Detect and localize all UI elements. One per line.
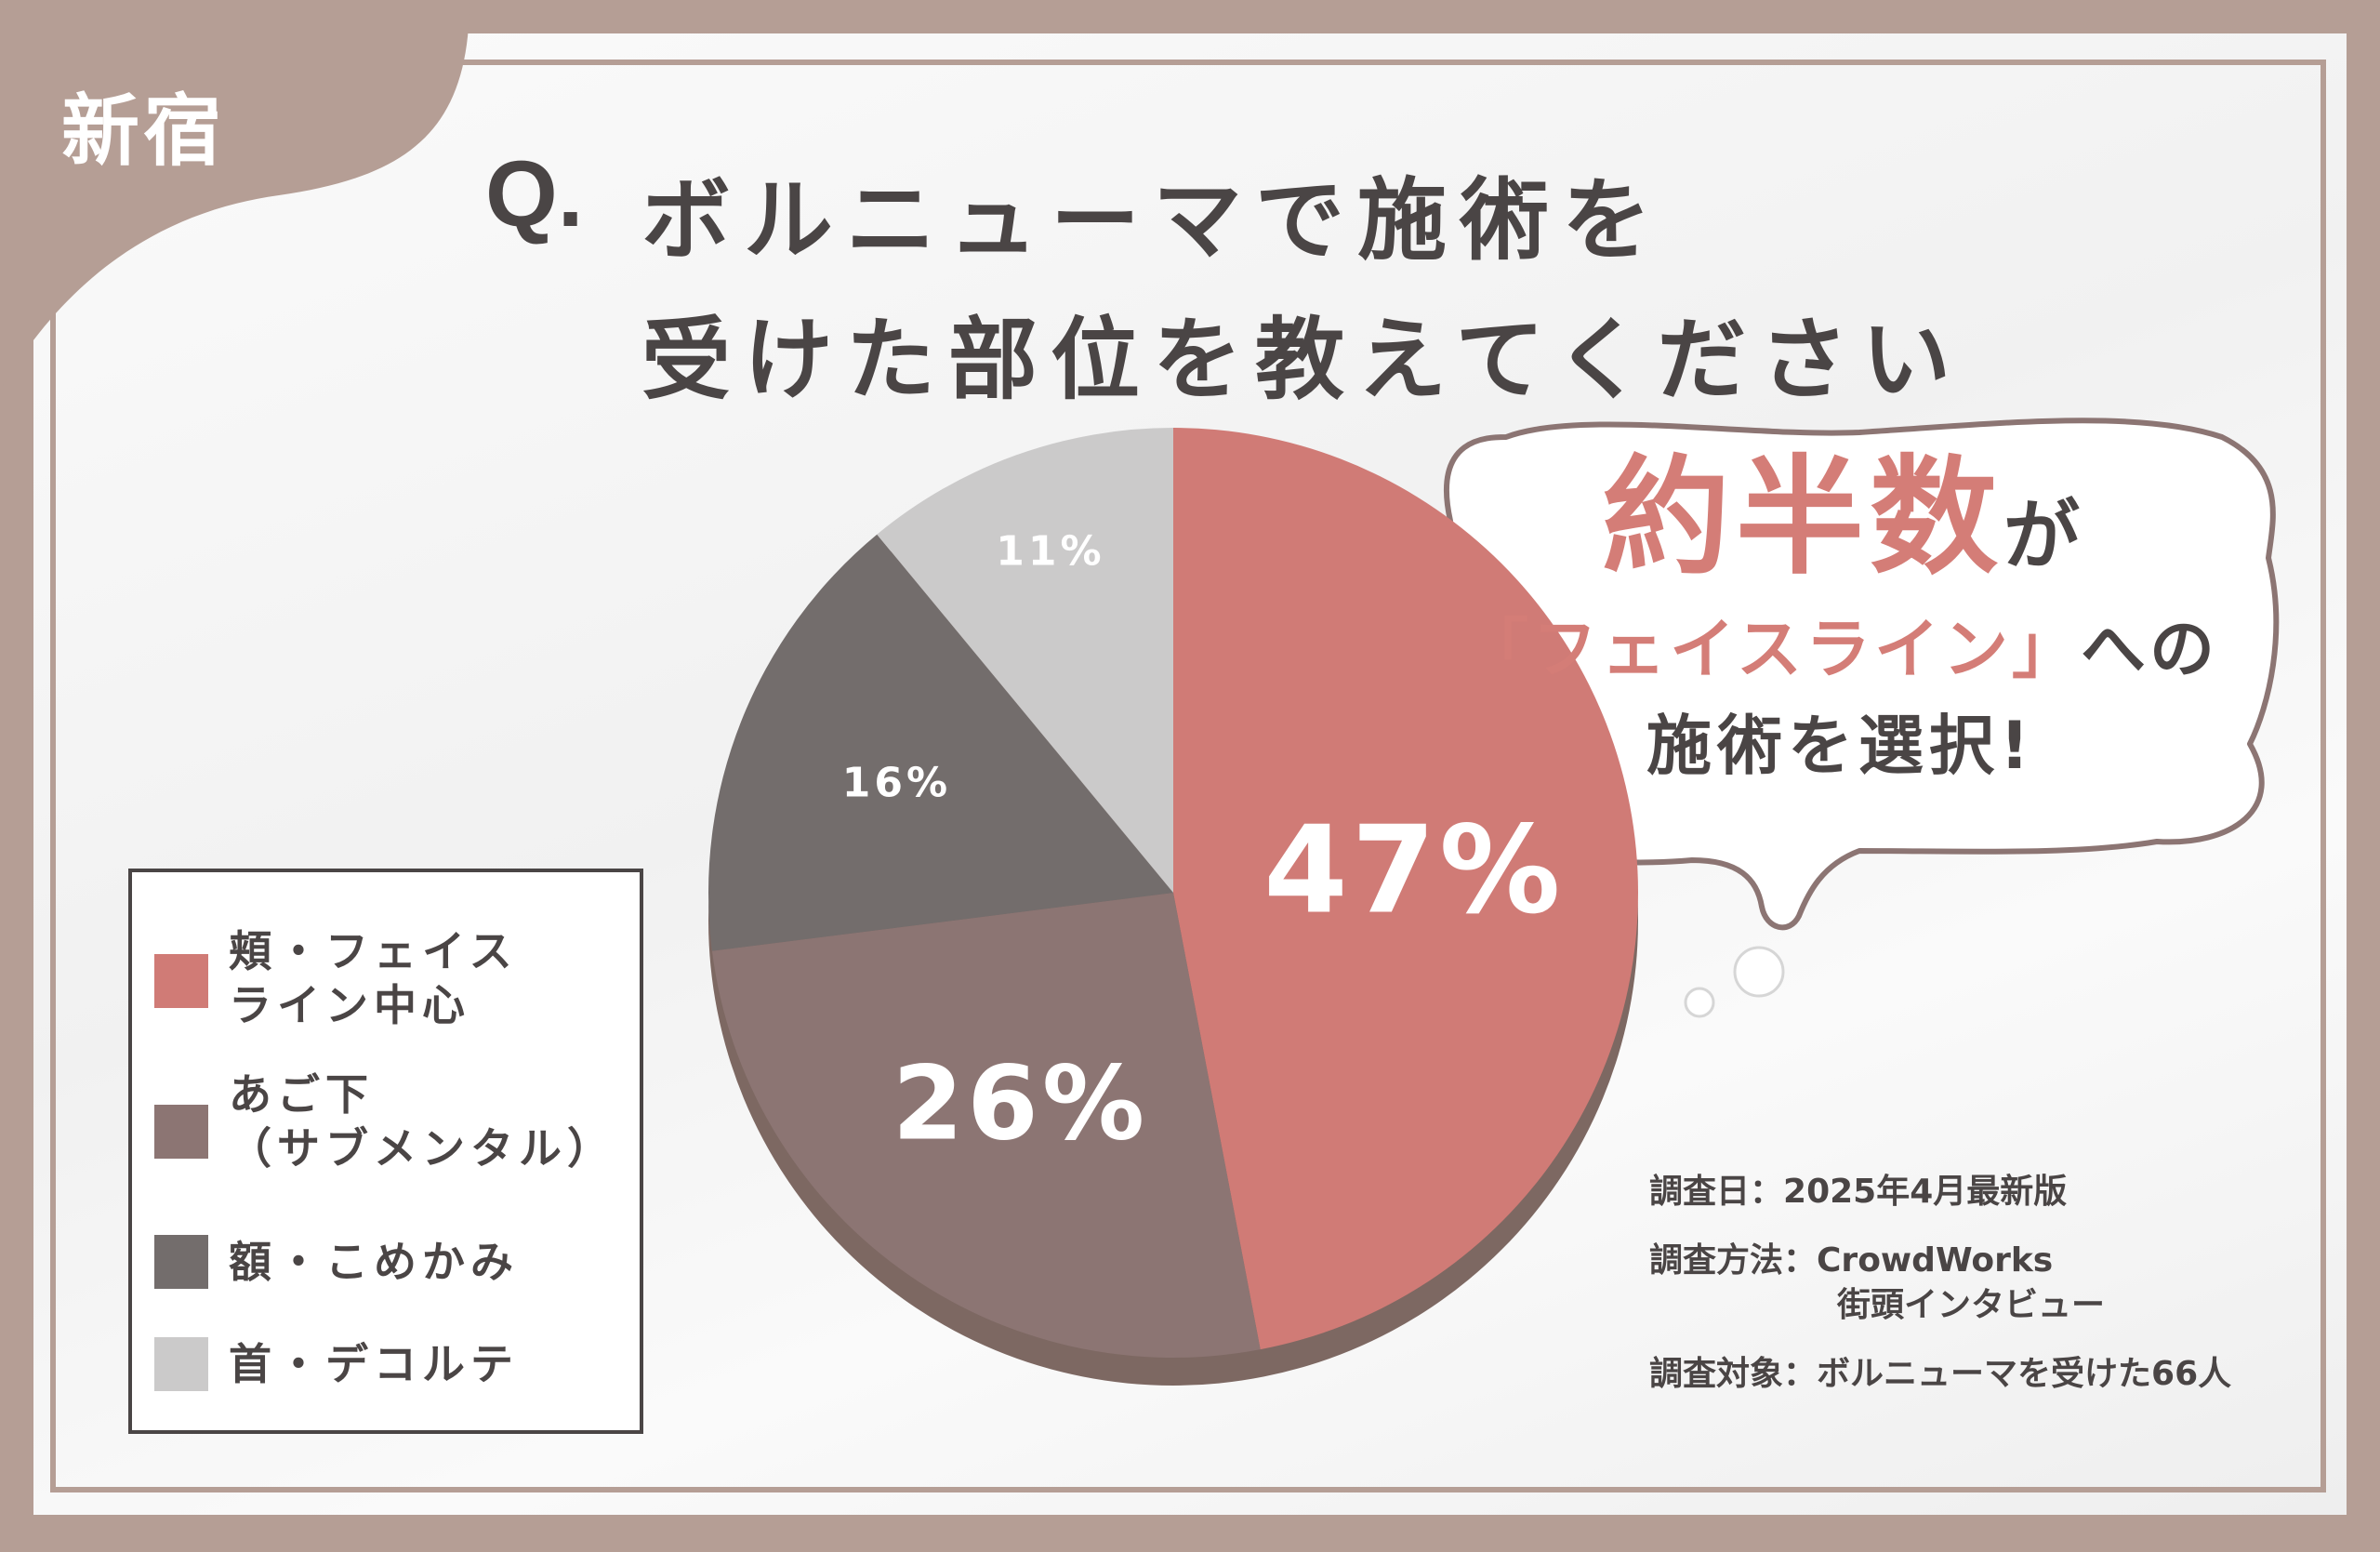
survey-date-value: 2025年4月最新版	[1783, 1173, 2068, 1211]
callout-line2-after: への	[2080, 611, 2218, 687]
callout-line2-highlight: 「フェイスライン」	[1463, 611, 2081, 687]
callout-line3: 施術を選択!	[1646, 708, 2035, 784]
survey-target: 調査対象：ボルニューマを受けた66人	[1649, 1352, 2300, 1397]
question-title: ボルニューマで施術を 受けた部位を教えてください	[641, 151, 2175, 430]
legend-label-cheek-line2: ライン中心	[229, 980, 470, 1030]
bubble-dot-small	[1684, 987, 1715, 1018]
pie-label-submental: 26%	[892, 1044, 1148, 1163]
question-line2: 受けた部位を教えてください	[641, 308, 1964, 412]
pie-label-neck: 11%	[996, 528, 1104, 576]
corner-tab	[0, 0, 469, 391]
legend-swatch-neck	[154, 1337, 208, 1391]
location-tag: 新宿	[61, 86, 226, 177]
pie-slice-cheek	[1173, 428, 1639, 1350]
legend-swatch-forehead	[154, 1235, 208, 1289]
pie-label-cheek: 47%	[1263, 800, 1564, 941]
survey-date: 調査日：2025年4月最新版	[1649, 1170, 2300, 1214]
legend-label-forehead: 額・こめかみ	[229, 1237, 519, 1287]
legend-label-submental: あご下 （サブメンタル）	[229, 1068, 638, 1175]
callout-text: 約半数が 「フェイスライン」への 施術を選択!	[1422, 454, 2259, 794]
question-mark: Q.	[485, 142, 584, 246]
survey-target-value: ボルニューマを受けた66人	[1817, 1355, 2232, 1393]
pie-slice-forehead	[708, 534, 1173, 951]
bubble-dot-large	[1733, 946, 1785, 998]
callout-line2: 「フェイスライン」への	[1422, 601, 2259, 697]
inner-frame	[50, 60, 2326, 1492]
survey-date-label: 調査日：	[1649, 1173, 1784, 1211]
callout-after-highlight: が	[2003, 492, 2081, 580]
legend-label-cheek: 頬・フェイス ライン中心	[229, 924, 638, 1032]
legend-label-neck: 首・デコルテ	[229, 1339, 519, 1389]
legend-label-cheek-line1: 頬・フェイス	[229, 926, 518, 976]
survey-target-label: 調査対象：	[1649, 1355, 1818, 1393]
pie-slice-neck	[877, 428, 1173, 893]
survey-info: 調査日：2025年4月最新版 調査方法：CrowdWorks 街頭インタビュー 調…	[1649, 1170, 2300, 1421]
callout-line1: 約半数が	[1422, 454, 2259, 601]
pie-slice-submental	[711, 893, 1261, 1358]
survey-method-value1: CrowdWorks	[1817, 1241, 2054, 1280]
pie-chart	[708, 428, 1639, 1358]
legend-label-submental-line1: あご下	[229, 1069, 374, 1120]
callout-highlight: 約半数	[1601, 443, 2003, 592]
pie-labels: 47% 26% 16% 11%	[842, 528, 1564, 1163]
survey-method-value2: 街頭インタビュー	[1837, 1286, 2106, 1324]
survey-method-label: 調査方法：	[1649, 1241, 1818, 1280]
survey-method: 調査方法：CrowdWorks 街頭インタビュー	[1649, 1239, 2300, 1328]
legend-swatch-cheek	[154, 954, 208, 1008]
legend-label-submental-line2: （サブメンタル）	[229, 1123, 615, 1174]
question-line1: ボルニューマで施術を	[641, 168, 1664, 272]
pie-label-forehead: 16%	[842, 760, 951, 807]
legend: 頬・フェイス ライン中心 あご下 （サブメンタル） 額・こめかみ 首・デコルテ	[128, 869, 643, 1434]
legend-swatch-submental	[154, 1105, 208, 1159]
